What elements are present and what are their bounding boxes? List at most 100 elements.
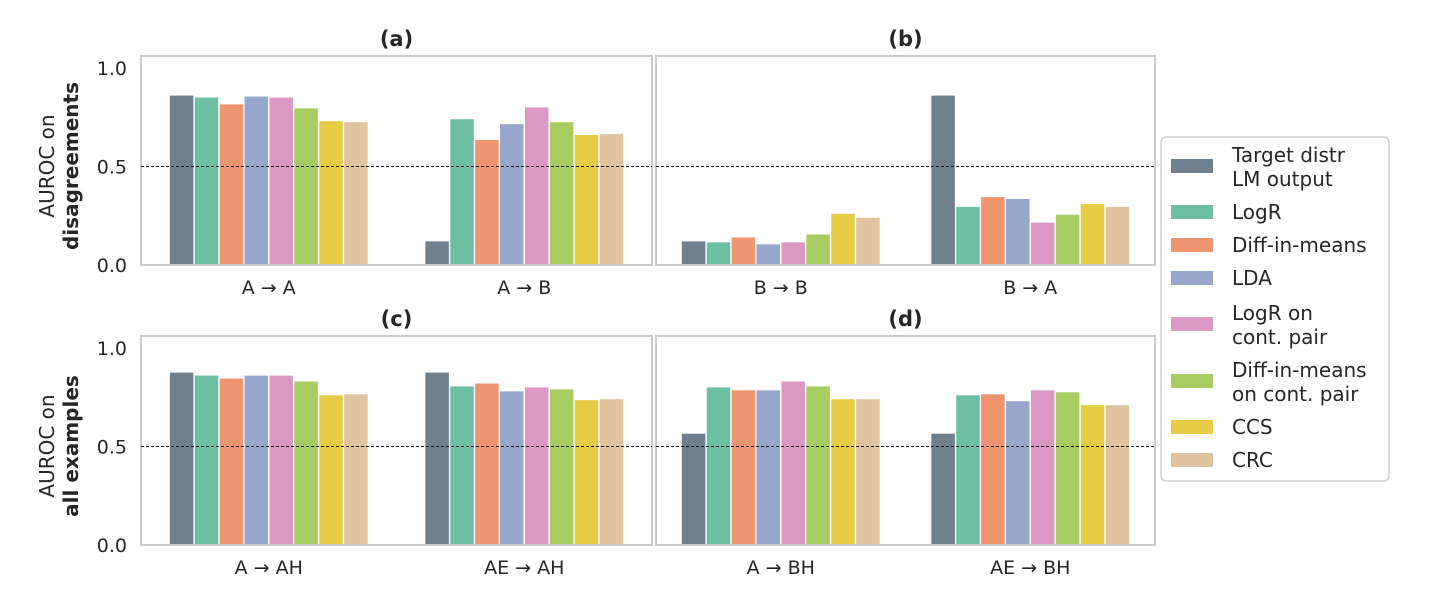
- panel-title: (b): [888, 27, 922, 51]
- bar: [475, 383, 499, 545]
- legend-label: LDA: [1232, 266, 1272, 290]
- bar: [319, 121, 343, 265]
- bar: [1006, 199, 1030, 265]
- bar: [450, 119, 474, 265]
- panel-title: (d): [888, 307, 922, 331]
- bar: [1055, 214, 1080, 265]
- bar: [524, 387, 549, 545]
- legend-label-line: Diff-in-means: [1232, 233, 1367, 257]
- bar: [831, 399, 855, 545]
- bar: [294, 381, 318, 545]
- bar: [1030, 222, 1055, 265]
- legend-item: Diff-in-means on cont. pair: [1171, 358, 1367, 406]
- bar: [599, 133, 624, 265]
- y-axis-label: AUROC on all examples: [35, 375, 83, 517]
- x-category-label: A → AH: [235, 557, 303, 579]
- bar: [956, 206, 980, 265]
- bar: [425, 372, 449, 545]
- bar: [194, 375, 219, 545]
- bar: [931, 95, 955, 265]
- legend-label: Diff-in-means: [1232, 233, 1367, 257]
- bar: [706, 242, 731, 265]
- legend-item: LogR on cont. pair: [1171, 301, 1328, 349]
- bar: [856, 399, 880, 545]
- bar: [681, 241, 706, 265]
- legend-label-line: LogR on: [1232, 301, 1313, 325]
- bar: [450, 386, 474, 545]
- bar: [1080, 203, 1105, 265]
- x-category-label: AE → BH: [990, 557, 1070, 579]
- bar: [756, 244, 781, 265]
- legend-label: Target distr LM output: [1231, 143, 1346, 191]
- legend-label: LogR on cont. pair: [1232, 301, 1328, 349]
- legend-label-line: Diff-in-means: [1232, 358, 1367, 382]
- y-axis-label-line2: all examples: [59, 375, 83, 517]
- legend-frame: [1160, 136, 1390, 482]
- bar: [756, 390, 781, 545]
- bar: [574, 400, 599, 545]
- bar: [1080, 405, 1105, 545]
- panel-b: (b) B → B B → A: [655, 27, 1156, 299]
- bar: [956, 395, 980, 545]
- y-tick-label: 1.0: [97, 58, 127, 80]
- bar: [169, 372, 194, 545]
- bar: [931, 433, 955, 545]
- legend-label-line: LogR: [1232, 200, 1282, 224]
- x-category-label: A → A: [242, 277, 296, 299]
- bar: [294, 108, 318, 265]
- legend-swatch: [1171, 159, 1213, 173]
- bar: [269, 97, 293, 265]
- legend-swatch: [1171, 205, 1213, 219]
- bar: [319, 395, 343, 545]
- bar: [169, 95, 194, 265]
- bar: [194, 97, 219, 265]
- y-axis-label: AUROC on disagreements: [35, 82, 83, 250]
- panel-frame: [655, 335, 1156, 546]
- bar: [1006, 401, 1030, 545]
- bar: [806, 234, 830, 265]
- legend-item: CCS: [1171, 415, 1273, 439]
- panel-frame: [655, 55, 1156, 266]
- legend-label-line: LM output: [1232, 167, 1333, 191]
- bar: [574, 134, 599, 265]
- bar: [981, 197, 1005, 265]
- legend-item: Target distr LM output: [1171, 143, 1346, 191]
- legend-swatch: [1171, 453, 1213, 467]
- panel-title: (a): [380, 27, 413, 51]
- panel-title: (c): [381, 307, 413, 331]
- legend-label-line: LDA: [1232, 266, 1272, 290]
- bar: [549, 122, 574, 265]
- y-tick-label: 0.5: [97, 157, 127, 179]
- legend-item: LDA: [1171, 266, 1272, 290]
- x-category-label: A → B: [497, 277, 551, 299]
- x-category-label: B → A: [1003, 277, 1057, 299]
- bar: [219, 378, 244, 545]
- bar: [475, 139, 499, 265]
- legend-swatch: [1171, 238, 1213, 252]
- bar: [981, 394, 1005, 545]
- legend-swatch: [1171, 420, 1213, 434]
- bar: [731, 237, 756, 265]
- y-tick-label: 0.0: [97, 535, 127, 557]
- y-tick-label: 1.0: [97, 338, 127, 360]
- legend-label: Diff-in-means on cont. pair: [1232, 358, 1367, 406]
- y-tick-label: 0.5: [97, 437, 127, 459]
- bar: [706, 387, 731, 545]
- legend-label: CRC: [1232, 448, 1273, 472]
- legend-swatch: [1171, 271, 1213, 285]
- y-axis-label-line1: AUROC on: [35, 394, 59, 497]
- bar: [781, 242, 805, 265]
- bar: [500, 124, 524, 266]
- y-axis-label-line2: disagreements: [59, 82, 83, 250]
- legend-label-line: cont. pair: [1232, 325, 1328, 349]
- bar: [425, 241, 449, 265]
- panel-c: (c) 0.0 0.5 1.0 A → AH AE → AH: [97, 307, 653, 579]
- bar: [524, 107, 549, 266]
- legend-swatch: [1171, 374, 1213, 388]
- bar: [244, 375, 269, 545]
- bar: [244, 96, 269, 265]
- legend-label-line: CCS: [1232, 415, 1273, 439]
- panel-d: (d) A → BH AE → BH: [655, 307, 1156, 579]
- bar: [856, 217, 880, 265]
